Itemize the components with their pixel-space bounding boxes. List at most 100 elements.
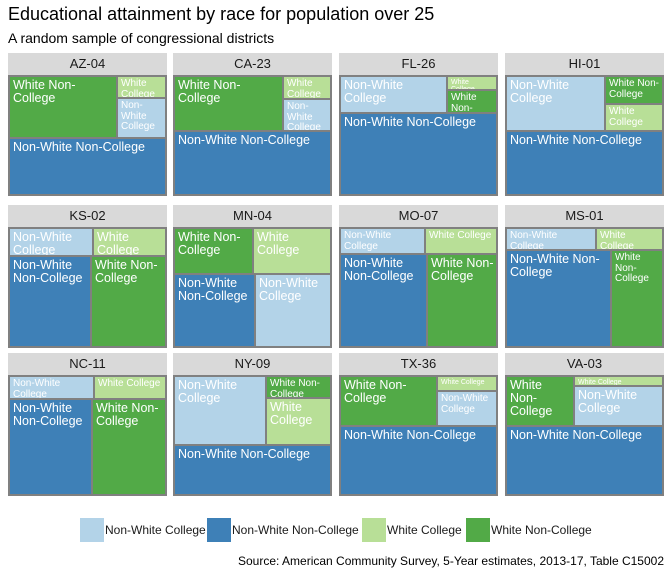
tile-non-white-college: Non-White College: [507, 77, 604, 130]
panel-mo-07: MO-07 Non-White College White College Non-W…: [339, 205, 498, 348]
tile-label: Non-White Non-College: [178, 133, 311, 147]
tile-label: White Non-College: [615, 252, 649, 284]
tile-label: Non-White Non-College: [510, 428, 643, 442]
treemap: White Non-College White College Non-White …: [505, 375, 664, 496]
tile-white-college: White College: [267, 399, 330, 444]
tile-label: Non-White College: [13, 378, 61, 398]
panel-hi-01: HI-01 Non-White College White Non-College W…: [505, 53, 664, 196]
legend-swatch: [207, 518, 231, 542]
tile-non-white-non-college: Non-White Non-College: [507, 132, 662, 194]
tile-non-white-college: Non-White College: [10, 377, 93, 398]
tile-label: Non-White Non-College: [344, 256, 414, 284]
tile-label: Non-White College: [13, 230, 73, 255]
tile-label: White Non-College: [13, 78, 76, 106]
tile-white-non-college: White Non-College: [448, 91, 496, 112]
tile-label: Non-White Non-College: [510, 133, 643, 147]
chart-title: Educational attainment by race for popul…: [8, 4, 435, 24]
tile-white-non-college: White Non-College: [612, 251, 662, 346]
tile-label: White College: [600, 230, 634, 249]
panel-strip-label: CA-23: [173, 53, 332, 75]
tile-white-non-college: White Non-College: [93, 400, 165, 494]
tile-white-non-college: White Non-College: [10, 77, 116, 137]
panel-ks-02: KS-02 Non-White College White College Non-W…: [8, 205, 167, 348]
tile-label: White Non-College: [178, 78, 241, 106]
legend-label: Non-White Non-College: [232, 523, 359, 537]
tile-white-non-college: White Non-College: [428, 255, 496, 346]
tile-label: White College: [429, 230, 492, 241]
tile-white-college: White College: [254, 229, 330, 273]
treemap: Non-White College White College Non-White …: [505, 227, 664, 348]
treemap: Non-White College White College Non-White …: [8, 375, 167, 496]
tile-label: White College: [97, 230, 140, 255]
panel-strip-label: MO-07: [339, 205, 498, 227]
tile-white-non-college: White Non-College: [92, 257, 165, 346]
tile-white-college: White College: [284, 77, 330, 98]
tile-label: White College: [270, 400, 313, 428]
tile-label: White Non-College: [96, 401, 159, 429]
treemap: Non-White College White College Non-White …: [339, 227, 498, 348]
panel-mn-04: MN-04 White Non-College White College Non-W…: [173, 205, 332, 348]
tile-label: Non-White Non-College: [13, 401, 83, 429]
legend-swatch: [80, 518, 104, 542]
panel-ca-23: CA-23 White Non-College White College Non-W…: [173, 53, 332, 196]
treemap: Non-White College White College White Non-…: [339, 75, 498, 196]
tile-label: Non-White Non-College: [510, 252, 600, 280]
treemap: Non-White College White Non-College White …: [505, 75, 664, 196]
tile-label: White Non-College: [431, 256, 494, 284]
tile-label: White Non-College: [270, 378, 321, 397]
tile-white-college: White College: [448, 77, 496, 89]
tile-non-white-college: Non-White College: [175, 377, 265, 444]
panel-strip-label: MS-01: [505, 205, 664, 227]
tile-non-white-college: Non-White College: [10, 229, 92, 255]
tile-label: Non-White College: [510, 230, 558, 249]
tile-white-non-college: White Non-College: [507, 377, 573, 425]
panel-az-04: AZ-04 White Non-College White College Non-W…: [8, 53, 167, 196]
tile-label: White College: [451, 79, 475, 89]
panel-strip-label: KS-02: [8, 205, 167, 227]
tile-label: White Non-College: [609, 78, 660, 100]
treemap: Non-White College White College Non-White …: [8, 227, 167, 348]
tile-label: Non-White Non-College: [178, 276, 248, 304]
tile-label: Non-White Non-College: [13, 140, 146, 154]
legend-label: White Non-College: [491, 523, 592, 537]
tile-label: White College: [441, 379, 485, 386]
tile-white-college: White College: [575, 377, 662, 385]
legend-swatch: [362, 518, 386, 542]
tile-non-white-college: Non-White College: [284, 100, 330, 130]
tile-label: Non-White Non-College: [344, 115, 477, 129]
tile-non-white-non-college: Non-White Non-College: [341, 114, 496, 194]
tile-label: White Non-College: [451, 92, 477, 112]
tile-label: White College: [287, 78, 321, 98]
panel-fl-26: FL-26 Non-White College White College White…: [339, 53, 498, 196]
tile-label: White Non-College: [178, 230, 241, 258]
tile-white-non-college: White Non-College: [175, 229, 252, 273]
panel-strip-label: NC-11: [8, 353, 167, 375]
treemap: White Non-College White College Non-White …: [8, 75, 167, 196]
tile-non-white-college: Non-White College: [438, 392, 496, 425]
panel-strip-label: AZ-04: [8, 53, 167, 75]
legend-label: Non-White College: [105, 523, 206, 537]
tile-label: Non-White College: [344, 230, 392, 252]
tile-non-white-non-college: Non-White Non-College: [10, 257, 90, 346]
chart-subtitle: A random sample of congressional distric…: [8, 30, 275, 46]
treemap: White Non-College White College Non-White …: [339, 375, 498, 496]
treemap: White Non-College White College Non-White …: [173, 227, 332, 348]
tile-label: White Non-College: [510, 378, 553, 419]
tile-non-white-non-college: Non-White Non-College: [10, 400, 91, 494]
tile-label: Non-White College: [287, 101, 321, 130]
tile-white-non-college: White Non-College: [606, 77, 662, 103]
tile-label: Non-White College: [121, 100, 155, 132]
tile-white-non-college: White Non-College: [175, 77, 282, 130]
tile-label: Non-White Non-College: [178, 447, 311, 461]
panel-nc-11: NC-11 Non-White College White College Non-W…: [8, 353, 167, 496]
treemap-panels: AZ-04 White Non-College White College Non-W…: [8, 53, 664, 496]
tile-label: Non-White College: [178, 378, 238, 406]
tile-non-white-non-college: Non-White Non-College: [10, 139, 165, 194]
tile-non-white-college: Non-White College: [341, 229, 424, 253]
tile-non-white-college: Non-White College: [118, 99, 165, 137]
tile-white-college: White College: [426, 229, 496, 253]
tile-non-white-non-college: Non-White Non-College: [507, 251, 610, 346]
legend-label: White College: [387, 523, 462, 537]
panel-strip-label: MN-04: [173, 205, 332, 227]
tile-white-college: White College: [597, 229, 662, 249]
